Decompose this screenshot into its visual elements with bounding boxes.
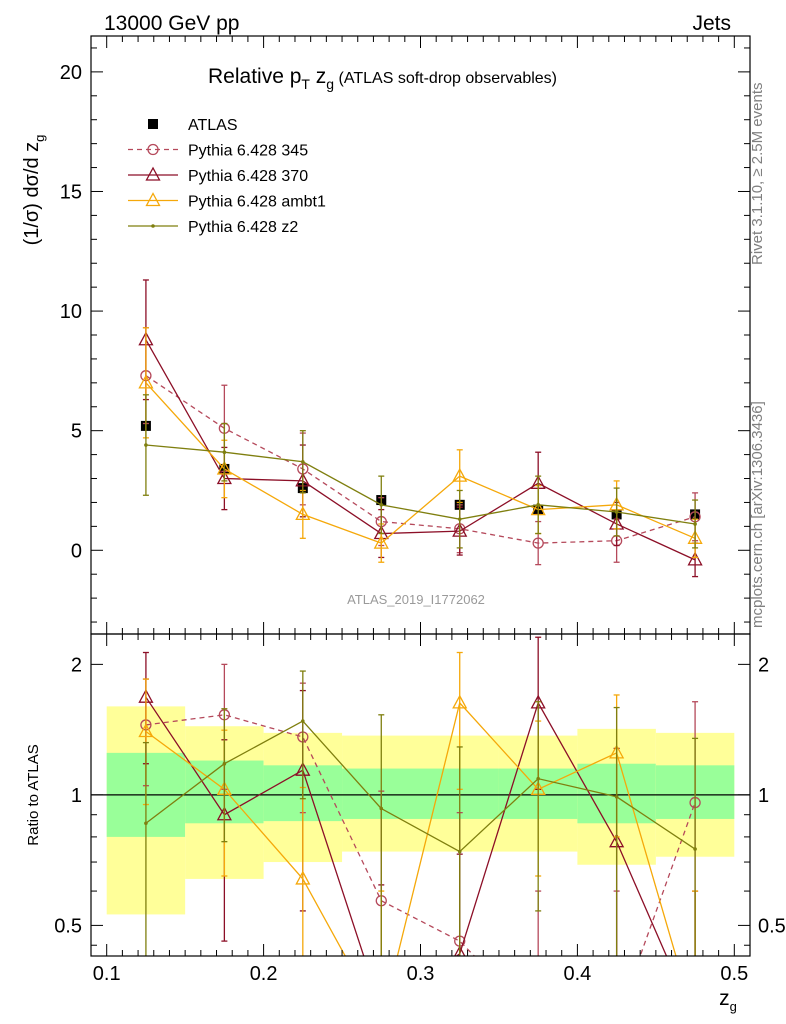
title-sub2: g <box>326 76 334 92</box>
series-line <box>145 375 696 544</box>
data-point <box>222 450 227 455</box>
data-point <box>379 503 384 507</box>
data-point <box>295 506 311 521</box>
data-point <box>301 459 305 464</box>
data-point <box>452 467 468 482</box>
x-tick-label: 0.3 <box>407 963 435 985</box>
title-sub1: T <box>301 76 310 92</box>
data-point <box>301 719 305 723</box>
y-tick-label: 5 <box>71 421 82 443</box>
series-line <box>145 696 668 956</box>
x-tick-label: 0.2 <box>250 963 278 985</box>
data-point <box>144 443 148 447</box>
data-point <box>614 510 619 514</box>
legend-marker <box>145 166 161 181</box>
legend-label: Pythia 6.428 ambt1 <box>188 194 326 211</box>
data-point <box>373 534 389 549</box>
legend-label: Pythia 6.428 370 <box>188 168 308 185</box>
data-point <box>222 761 227 766</box>
header-right: Jets <box>692 12 731 35</box>
y-tick-label: 20 <box>60 62 82 84</box>
ratio-panel: 0.5 0.5 1 1 2 2 0.1 0.2 0.3 0.4 0.5 <box>54 633 786 985</box>
data-point <box>452 694 468 709</box>
main-ylabel: (1/σ) dσ/d zg <box>21 135 47 246</box>
data-point <box>379 806 384 811</box>
mcplots-label: mcplots.cern.ch [arXiv:1306.3436] <box>749 401 766 628</box>
data-point <box>536 776 540 781</box>
data-point <box>138 723 154 738</box>
series-line <box>145 339 696 561</box>
data-point <box>532 537 544 549</box>
data-point <box>457 849 462 854</box>
legend: ATLAS Pythia 6.428 345 Pythia 6.428 370 Pyt… <box>128 117 326 236</box>
legend-item: Pythia 6.428 ambt1 <box>128 192 326 211</box>
chart-title: Relative pT zg (ATLAS soft-drop observab… <box>208 65 557 92</box>
data-point <box>687 551 703 566</box>
ratio-plot-area <box>91 636 750 956</box>
x-tick-label: 0.5 <box>720 963 748 985</box>
main-panel: 0 5 10 15 20 <box>60 35 751 635</box>
legend-item: Pythia 6.428 345 <box>128 143 308 160</box>
legend-label: ATLAS <box>188 117 238 134</box>
header-left: 13000 GeV pp <box>104 12 239 35</box>
watermark: ATLAS_2019_I1772062 <box>347 592 485 607</box>
data-point <box>138 374 154 389</box>
y-tick-label: 0 <box>71 540 82 562</box>
y-tick-label-right: 1 <box>758 785 769 807</box>
legend-label: Pythia 6.428 z2 <box>188 219 298 236</box>
x-tick-label: 0.1 <box>93 963 121 985</box>
data-point <box>144 821 148 826</box>
ylabel-sub: g <box>32 135 47 142</box>
series-line <box>145 444 696 525</box>
ylabel-main: (1/σ) dσ/d z <box>21 142 43 246</box>
series-line <box>145 701 677 956</box>
y-tick-label-right: 2 <box>758 654 769 676</box>
title-main: Relative p <box>208 65 301 88</box>
series-4 <box>142 394 699 549</box>
x-tick-label: 0.4 <box>563 963 591 985</box>
y-tick-label: 1 <box>71 785 82 807</box>
data-point <box>614 794 619 799</box>
legend-item: ATLAS <box>148 117 238 134</box>
ratio-ylabel: Ratio to ATLAS <box>25 744 42 845</box>
title-mid: z <box>310 65 326 88</box>
legend-label: Pythia 6.428 345 <box>188 143 308 160</box>
data-point <box>457 517 462 521</box>
ratio-series-3 <box>142 670 699 956</box>
rivet-label: Rivet 3.1.10, ≥ 2.5M events <box>749 83 766 266</box>
series-line <box>145 720 696 853</box>
data-point <box>693 522 697 526</box>
legend-marker <box>147 143 159 156</box>
data-point <box>454 945 466 956</box>
data-point <box>536 503 540 507</box>
legend-item: Pythia 6.428 370 <box>128 166 308 185</box>
y-tick-label-right: 0.5 <box>758 915 786 937</box>
data-point <box>693 847 697 851</box>
series-line <box>145 382 696 544</box>
legend-marker <box>151 224 155 228</box>
data-point <box>295 870 311 885</box>
y-tick-label: 2 <box>71 654 82 676</box>
series-line <box>145 714 696 956</box>
main-plot-area <box>138 279 703 578</box>
y-tick-label: 0.5 <box>54 915 82 937</box>
legend-marker <box>148 119 158 129</box>
legend-item: Pythia 6.428 z2 <box>128 219 298 236</box>
title-rest: (ATLAS soft-drop observables) <box>334 70 557 87</box>
legend-marker <box>145 192 161 207</box>
y-tick-label: 10 <box>60 301 82 323</box>
y-tick-label: 15 <box>60 181 82 203</box>
